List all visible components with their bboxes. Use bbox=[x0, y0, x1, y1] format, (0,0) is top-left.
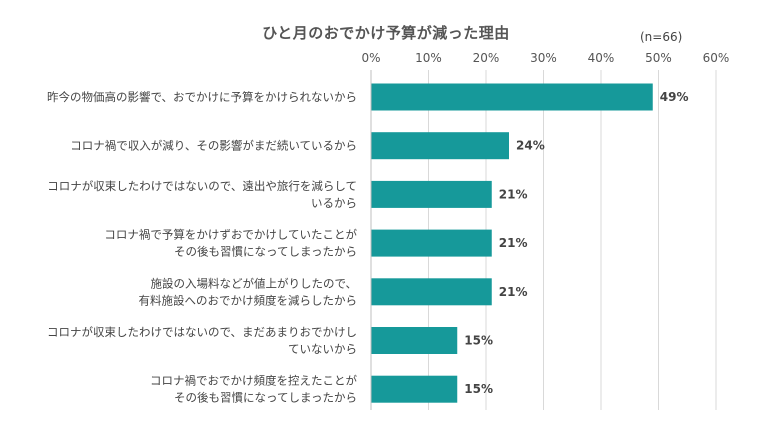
sample-size-note: (n=66) bbox=[640, 30, 683, 44]
data-label: 15% bbox=[464, 382, 493, 396]
bar bbox=[371, 278, 492, 306]
bar bbox=[371, 132, 509, 160]
x-tick-label: 20% bbox=[473, 51, 500, 65]
category-label: その後も習慣になってしまったから bbox=[174, 391, 357, 405]
category-label: コロナが収束したわけではないので、まだあまりおでかけし bbox=[47, 325, 357, 339]
x-tick-label: 50% bbox=[645, 51, 672, 65]
x-tick-label: 0% bbox=[361, 51, 380, 65]
data-label: 49% bbox=[660, 90, 689, 104]
data-label: 21% bbox=[499, 236, 528, 250]
chart-title: ひと月のおでかけ予算が減った理由 bbox=[262, 24, 510, 42]
x-tick-label: 40% bbox=[588, 51, 615, 65]
x-tick-label: 10% bbox=[415, 51, 442, 65]
bar bbox=[371, 375, 458, 403]
category-label: ていないから bbox=[288, 342, 357, 356]
category-label: コロナが収束したわけではないので、遠出や旅行を減らして bbox=[47, 179, 357, 193]
data-label: 24% bbox=[516, 139, 545, 153]
bar bbox=[371, 327, 458, 354]
data-label: 15% bbox=[464, 334, 493, 348]
category-label: いるから bbox=[311, 196, 357, 210]
data-label: 21% bbox=[499, 285, 528, 299]
category-label: 有料施設へのおでかけ頻度を減らしたから bbox=[139, 293, 358, 307]
bar bbox=[371, 83, 653, 111]
data-label: 21% bbox=[499, 187, 528, 201]
category-label: コロナ禍で予算をかけずおでかけしていたことが bbox=[104, 228, 357, 242]
x-tick-label: 30% bbox=[530, 51, 557, 65]
category-label: その後も習慣になってしまったから bbox=[174, 245, 357, 259]
bar bbox=[371, 229, 492, 257]
x-tick-label: 60% bbox=[703, 51, 730, 65]
bar bbox=[371, 180, 492, 208]
category-label: 昨今の物価高の影響で、おでかけに予算をかけられないから bbox=[47, 90, 357, 104]
category-label: コロナ禍でおでかけ頻度を控えたことが bbox=[150, 374, 357, 388]
category-label: 施設の入場料などが値上がりしたので、 bbox=[150, 276, 357, 290]
category-label: コロナ禍で収入が減り、その影響がまだ続いているから bbox=[70, 139, 357, 153]
